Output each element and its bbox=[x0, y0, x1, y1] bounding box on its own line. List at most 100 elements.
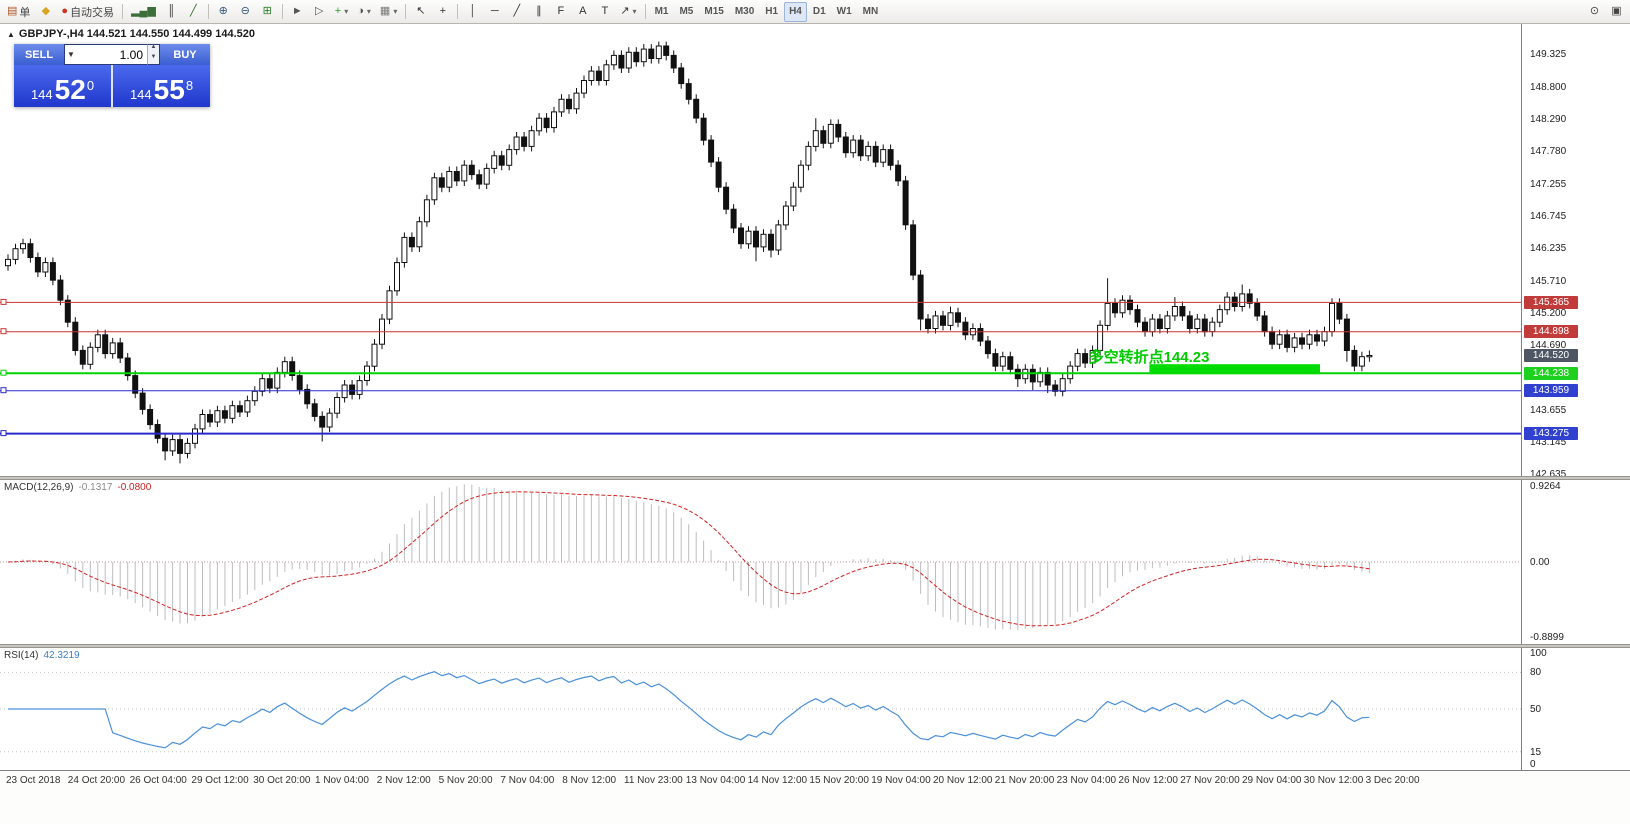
timeframe-w1[interactable]: W1 bbox=[832, 2, 857, 22]
trendline-button[interactable]: ╱ bbox=[506, 2, 527, 22]
macd-axis[interactable]: 0.9264 0.00 -0.8899 bbox=[1521, 480, 1630, 644]
price-axis-label: 143.145 bbox=[1530, 436, 1567, 448]
arrows-button-dropdown-icon[interactable]: ▾ bbox=[632, 7, 637, 16]
tile-windows-icon: ⊞ bbox=[262, 5, 272, 17]
timeframe-d1[interactable]: D1 bbox=[808, 2, 831, 22]
indicators-button[interactable]: + ▾ bbox=[331, 2, 352, 22]
rsi-panel[interactable]: RSI(14) 42.3219 bbox=[0, 648, 1521, 770]
rsi-chart[interactable] bbox=[0, 648, 1521, 770]
time-axis[interactable]: 23 Oct 2018 24 Oct 20:00 26 Oct 04:00 29 Oc… bbox=[0, 770, 1630, 824]
timeframe-h1[interactable]: H1 bbox=[760, 2, 783, 22]
timeframe-m1-label: M1 bbox=[654, 6, 669, 17]
price-axis-label: 146.745 bbox=[1530, 210, 1567, 222]
text-button[interactable]: A bbox=[572, 2, 593, 22]
timeframe-w1-label: W1 bbox=[836, 6, 852, 17]
chat-button[interactable]: ▣ bbox=[1606, 2, 1627, 22]
zoom-in-button[interactable]: ⊕ bbox=[213, 2, 234, 22]
vertical-line-button[interactable]: │ bbox=[462, 2, 483, 22]
time-axis-label: 26 Oct 04:00 bbox=[129, 775, 187, 786]
new-order-button[interactable]: ▤ 单 bbox=[3, 2, 34, 22]
panel-splitter[interactable] bbox=[0, 476, 1630, 480]
line-chart-icon: ╱ bbox=[189, 5, 197, 17]
buy-price-button[interactable]: 144 55 8 bbox=[113, 65, 210, 107]
cursor-icon: ↖ bbox=[416, 5, 426, 17]
fibonacci-button[interactable]: F bbox=[550, 2, 571, 22]
price-axis[interactable]: 149.325 148.800 148.290 147.780 147.255 146.7… bbox=[1521, 24, 1630, 476]
tile-windows-button[interactable]: ⊞ bbox=[257, 2, 278, 22]
time-axis-label: 27 Nov 20:00 bbox=[1180, 775, 1240, 786]
rsi-axis[interactable]: 100 80 50 15 0 bbox=[1521, 648, 1630, 770]
periods-button[interactable]: ◑ ▾ bbox=[353, 2, 375, 22]
volume-down-icon[interactable]: ▼ bbox=[150, 53, 157, 60]
time-axis-label: 26 Nov 12:00 bbox=[1118, 775, 1178, 786]
buy-price-pips: 55 bbox=[153, 74, 185, 105]
periods-button-dropdown-icon[interactable]: ▾ bbox=[366, 7, 371, 16]
toolbar-separator bbox=[457, 4, 459, 19]
sell-price-whole: 144 bbox=[30, 87, 53, 102]
volume-dropdown-icon[interactable]: ▼ bbox=[64, 44, 77, 65]
channel-icon: ∥ bbox=[536, 5, 542, 17]
timeframe-m5[interactable]: M5 bbox=[674, 2, 698, 22]
time-axis-label: 7 Nov 04:00 bbox=[500, 775, 555, 786]
price-axis-label: 142.635 bbox=[1530, 468, 1567, 476]
buy-price-point: 8 bbox=[185, 78, 194, 93]
templates-button-dropdown-icon[interactable]: ▾ bbox=[393, 7, 398, 16]
indicators-button-dropdown-icon[interactable]: ▾ bbox=[344, 7, 349, 16]
volume-stepper[interactable]: ▲ ▼ bbox=[147, 44, 160, 65]
bar-chart-button[interactable]: ▂▄▆ bbox=[127, 2, 160, 22]
chart-symbol-header: ▲ GBPJPY-,H4 144.521 144.550 144.499 144… bbox=[7, 28, 255, 40]
time-axis-label: 15 Nov 20:00 bbox=[809, 775, 869, 786]
price-axis-label: 149.325 bbox=[1530, 48, 1567, 60]
macd-axis-label: -0.8899 bbox=[1530, 632, 1564, 643]
price-axis-label: 143.655 bbox=[1530, 404, 1567, 416]
timeframe-mn[interactable]: MN bbox=[858, 2, 884, 22]
time-axis-label: 29 Oct 12:00 bbox=[191, 775, 249, 786]
timeframe-m1[interactable]: M1 bbox=[650, 2, 674, 22]
price-axis-label: 145.200 bbox=[1530, 307, 1567, 319]
price-axis-label: 148.290 bbox=[1530, 113, 1567, 125]
rsi-axis-label: 15 bbox=[1530, 746, 1542, 758]
timeframe-m15[interactable]: M15 bbox=[699, 2, 728, 22]
time-axis-label: 1 Nov 04:00 bbox=[315, 775, 369, 786]
time-axis-label: 19 Nov 04:00 bbox=[871, 775, 931, 786]
volume-input[interactable]: 1.00 bbox=[77, 44, 147, 65]
templates-button[interactable]: ▦ ▾ bbox=[376, 2, 401, 22]
search-button[interactable]: ⊙ bbox=[1584, 2, 1605, 22]
sell-price-button[interactable]: 144 52 0 bbox=[14, 65, 111, 107]
macd-panel[interactable]: MACD(12,26,9) -0.1317 -0.0800 bbox=[0, 480, 1521, 644]
line-chart-button[interactable]: ╱ bbox=[183, 2, 204, 22]
timeframe-m30[interactable]: M30 bbox=[730, 2, 759, 22]
chart-shift-button[interactable]: ▷ bbox=[309, 2, 330, 22]
macd-axis-label: 0.00 bbox=[1530, 557, 1550, 568]
candlestick-chart-button[interactable]: ║ bbox=[161, 2, 182, 22]
indicators-icon: + bbox=[334, 5, 342, 17]
main-chart-panel[interactable] bbox=[0, 24, 1521, 476]
chart-annotation-text[interactable]: 多空转折点144.23 bbox=[1088, 349, 1210, 367]
auto-scroll-button[interactable]: ► bbox=[287, 2, 308, 22]
zoom-out-button[interactable]: ⊖ bbox=[235, 2, 256, 22]
timeframe-h4[interactable]: H4 bbox=[784, 1, 807, 22]
panel-splitter[interactable] bbox=[0, 644, 1630, 648]
price-axis-label: 147.780 bbox=[1530, 145, 1567, 157]
crosshair-button[interactable]: + bbox=[432, 2, 453, 22]
oneclick-toggle-icon[interactable]: ▲ bbox=[7, 29, 15, 39]
mql-community-button[interactable]: ◆ bbox=[35, 2, 56, 22]
cursor-button[interactable]: ↖ bbox=[410, 2, 431, 22]
new-order-button-label: 单 bbox=[19, 6, 31, 19]
volume-up-icon[interactable]: ▲ bbox=[150, 44, 157, 50]
timeframe-m5-label: M5 bbox=[679, 6, 694, 17]
time-axis-label: 5 Nov 20:00 bbox=[438, 775, 493, 786]
arrows-button[interactable]: ↗ ▾ bbox=[616, 2, 640, 22]
text-label-button[interactable]: T bbox=[594, 2, 615, 22]
buy-price-whole: 144 bbox=[129, 87, 152, 102]
text-label-icon: T bbox=[601, 5, 609, 17]
rsi-axis-label: 100 bbox=[1530, 648, 1547, 659]
buy-button[interactable]: BUY bbox=[160, 44, 210, 65]
autotrading-button[interactable]: ● 自动交易 bbox=[57, 2, 118, 22]
horizontal-line-button[interactable]: ─ bbox=[484, 2, 505, 22]
sell-button[interactable]: SELL bbox=[14, 44, 64, 65]
macd-chart[interactable] bbox=[0, 480, 1521, 644]
channel-button[interactable]: ∥ bbox=[528, 2, 549, 22]
candlestick-chart[interactable] bbox=[0, 24, 1521, 476]
time-axis-label: 29 Nov 04:00 bbox=[1242, 775, 1302, 786]
